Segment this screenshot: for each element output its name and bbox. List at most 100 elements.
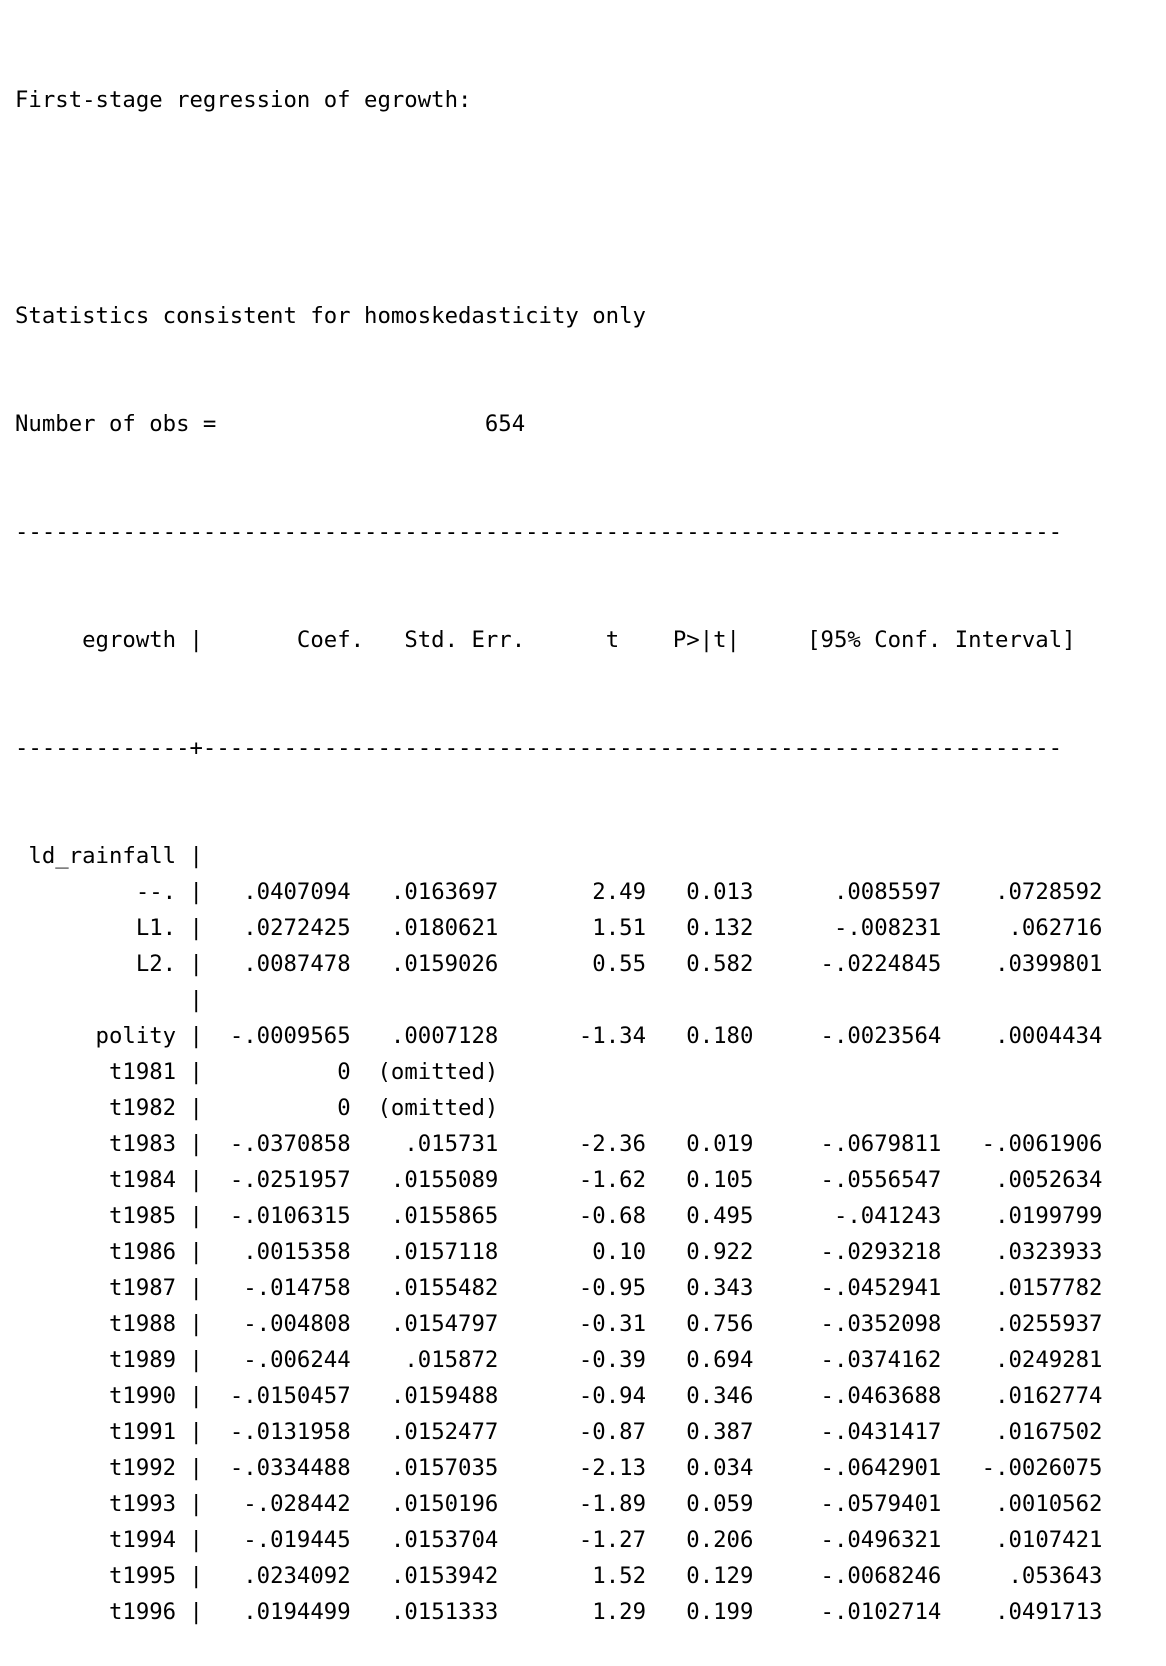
table-row: t1993 | -.028442 .0150196 -1.89 0.059 -.…	[15, 1491, 1103, 1517]
cell-p: 0.387	[686, 1419, 754, 1445]
stata-results-window: First-stage regression of egrowth: Stati…	[15, 87, 1166, 1625]
table-row: t1984 | -.0251957 .0155089 -1.62 0.105 -…	[15, 1167, 1103, 1193]
row-name: t1985	[15, 1203, 177, 1229]
cell-p: 0.694	[686, 1347, 754, 1373]
cell-lo: -.0496321	[820, 1527, 942, 1553]
cell-p: 0.034	[686, 1455, 754, 1481]
table-row: t1990 | -.0150457 .0159488 -0.94 0.346 -…	[15, 1383, 1103, 1409]
col-ci: [95% Conf. Interval]	[807, 627, 1076, 653]
row-name: L2.	[15, 951, 177, 977]
cell-t: -0.68	[578, 1203, 646, 1229]
cell-hi: .0491713	[995, 1599, 1103, 1625]
cell-p: 0.756	[686, 1311, 754, 1337]
cell-hi: .0323933	[995, 1239, 1103, 1265]
cell-se: .0153704	[390, 1527, 499, 1553]
table-row: t1992 | -.0334488 .0157035 -2.13 0.034 -…	[15, 1455, 1103, 1481]
cell-lo: -.0679811	[820, 1131, 942, 1157]
table-row: t1985 | -.0106315 .0155865 -0.68 0.495 -…	[15, 1203, 1103, 1229]
cell-t: -1.89	[578, 1491, 646, 1517]
cell-lo: -.0463688	[820, 1383, 942, 1409]
cell-t: -0.87	[578, 1419, 646, 1445]
cell-p: 0.059	[686, 1491, 754, 1517]
depvar-name: egrowth	[15, 627, 177, 653]
table-row: t1986 | .0015358 .0157118 0.10 0.922 -.0…	[15, 1239, 1103, 1265]
cell-p: 0.013	[686, 879, 754, 905]
row-name: t1991	[15, 1419, 177, 1445]
row-name: polity	[15, 1023, 177, 1049]
cell-coef: -.0251957	[229, 1167, 351, 1193]
row-name: t1987	[15, 1275, 177, 1301]
cell-coef: -.0334488	[229, 1455, 351, 1481]
cell-lo: -.0293218	[820, 1239, 942, 1265]
row-name: t1989	[15, 1347, 177, 1373]
cell-p: 0.132	[686, 915, 754, 941]
cell-hi: .062716	[1008, 915, 1103, 941]
cell-coef: .0087478	[243, 951, 351, 977]
cell-hi: .0157782	[995, 1275, 1103, 1301]
cell-lo: -.0556547	[820, 1167, 942, 1193]
cell-coef: -.014758	[243, 1275, 351, 1301]
cell-se: .015731	[404, 1131, 499, 1157]
cell-p: 0.343	[686, 1275, 754, 1301]
cell-p: 0.922	[686, 1239, 754, 1265]
blank-line	[15, 190, 1166, 226]
col-p: P>|t|	[672, 627, 740, 653]
cell-se: .0151333	[390, 1599, 499, 1625]
row-name	[15, 987, 176, 1013]
cell-lo: .0085597	[833, 879, 942, 905]
table-row: L1. | .0272425 .0180621 1.51 0.132 -.008…	[15, 915, 1103, 941]
row-name: --.	[15, 879, 177, 905]
cell-hi: -.0026075	[981, 1455, 1103, 1481]
cell-coef: -.006244	[243, 1347, 351, 1373]
row-name: t1992	[15, 1455, 177, 1481]
nobs-line: Number of obs = 654	[15, 406, 1166, 442]
table-row: t1996 | .0194499 .0151333 1.29 0.199 -.0…	[15, 1599, 1103, 1625]
table-header: egrowth | Coef. Std. Err. t P>|t| [95% C…	[15, 627, 1076, 653]
cell-lo: -.0068246	[820, 1563, 942, 1589]
cell-t: 0.10	[592, 1239, 646, 1265]
cell-coef: -.0106315	[229, 1203, 351, 1229]
cell-se: (omitted)	[377, 1059, 499, 1085]
cell-p: 0.019	[686, 1131, 754, 1157]
cell-coef: .0194499	[243, 1599, 351, 1625]
cell-lo: -.0023564	[820, 1023, 942, 1049]
cell-se: .0154797	[390, 1311, 499, 1337]
cell-p: 0.206	[686, 1527, 754, 1553]
row-name: ld_rainfall	[15, 843, 177, 869]
row-name: t1988	[15, 1311, 177, 1337]
cell-p: 0.495	[686, 1203, 754, 1229]
row-name: t1986	[15, 1239, 177, 1265]
regression-heading: First-stage regression of egrowth:	[15, 87, 472, 113]
row-name: t1993	[15, 1491, 177, 1517]
cell-t: -1.34	[578, 1023, 646, 1049]
row-name: t1982	[15, 1095, 177, 1121]
row-name: t1990	[15, 1383, 177, 1409]
cell-p: 0.105	[686, 1167, 754, 1193]
header-rule: -------------+--------------------------…	[15, 735, 1063, 761]
cell-lo: -.0352098	[820, 1311, 942, 1337]
cell-t: -2.36	[578, 1131, 646, 1157]
cell-hi: .0249281	[995, 1347, 1103, 1373]
top-rule: ----------------------------------------…	[15, 519, 1063, 545]
nobs-label: Number of obs =	[15, 411, 217, 437]
col-t: t	[605, 627, 620, 653]
table-row: t1983 | -.0370858 .015731 -2.36 0.019 -.…	[15, 1131, 1103, 1157]
cell-p: 0.346	[686, 1383, 754, 1409]
cell-se: .0180621	[390, 915, 499, 941]
cell-se: .015872	[404, 1347, 499, 1373]
cell-lo: -.0374162	[820, 1347, 942, 1373]
cell-se: .0007128	[390, 1023, 499, 1049]
cell-t: -0.39	[578, 1347, 646, 1373]
cell-t: -1.62	[578, 1167, 646, 1193]
cell-lo: -.008231	[833, 915, 942, 941]
cell-hi: .0167502	[995, 1419, 1103, 1445]
cell-hi: .0107421	[995, 1527, 1103, 1553]
cell-se: .0152477	[390, 1419, 499, 1445]
table-row: --. | .0407094 .0163697 2.49 0.013 .0085…	[15, 879, 1103, 905]
cell-t: -0.95	[578, 1275, 646, 1301]
col-stderr: Std. Err.	[404, 627, 526, 653]
cell-lo: -.0224845	[820, 951, 942, 977]
row-name: t1996	[15, 1599, 177, 1625]
cell-se: .0155089	[390, 1167, 499, 1193]
cell-lo: -.0452941	[820, 1275, 942, 1301]
